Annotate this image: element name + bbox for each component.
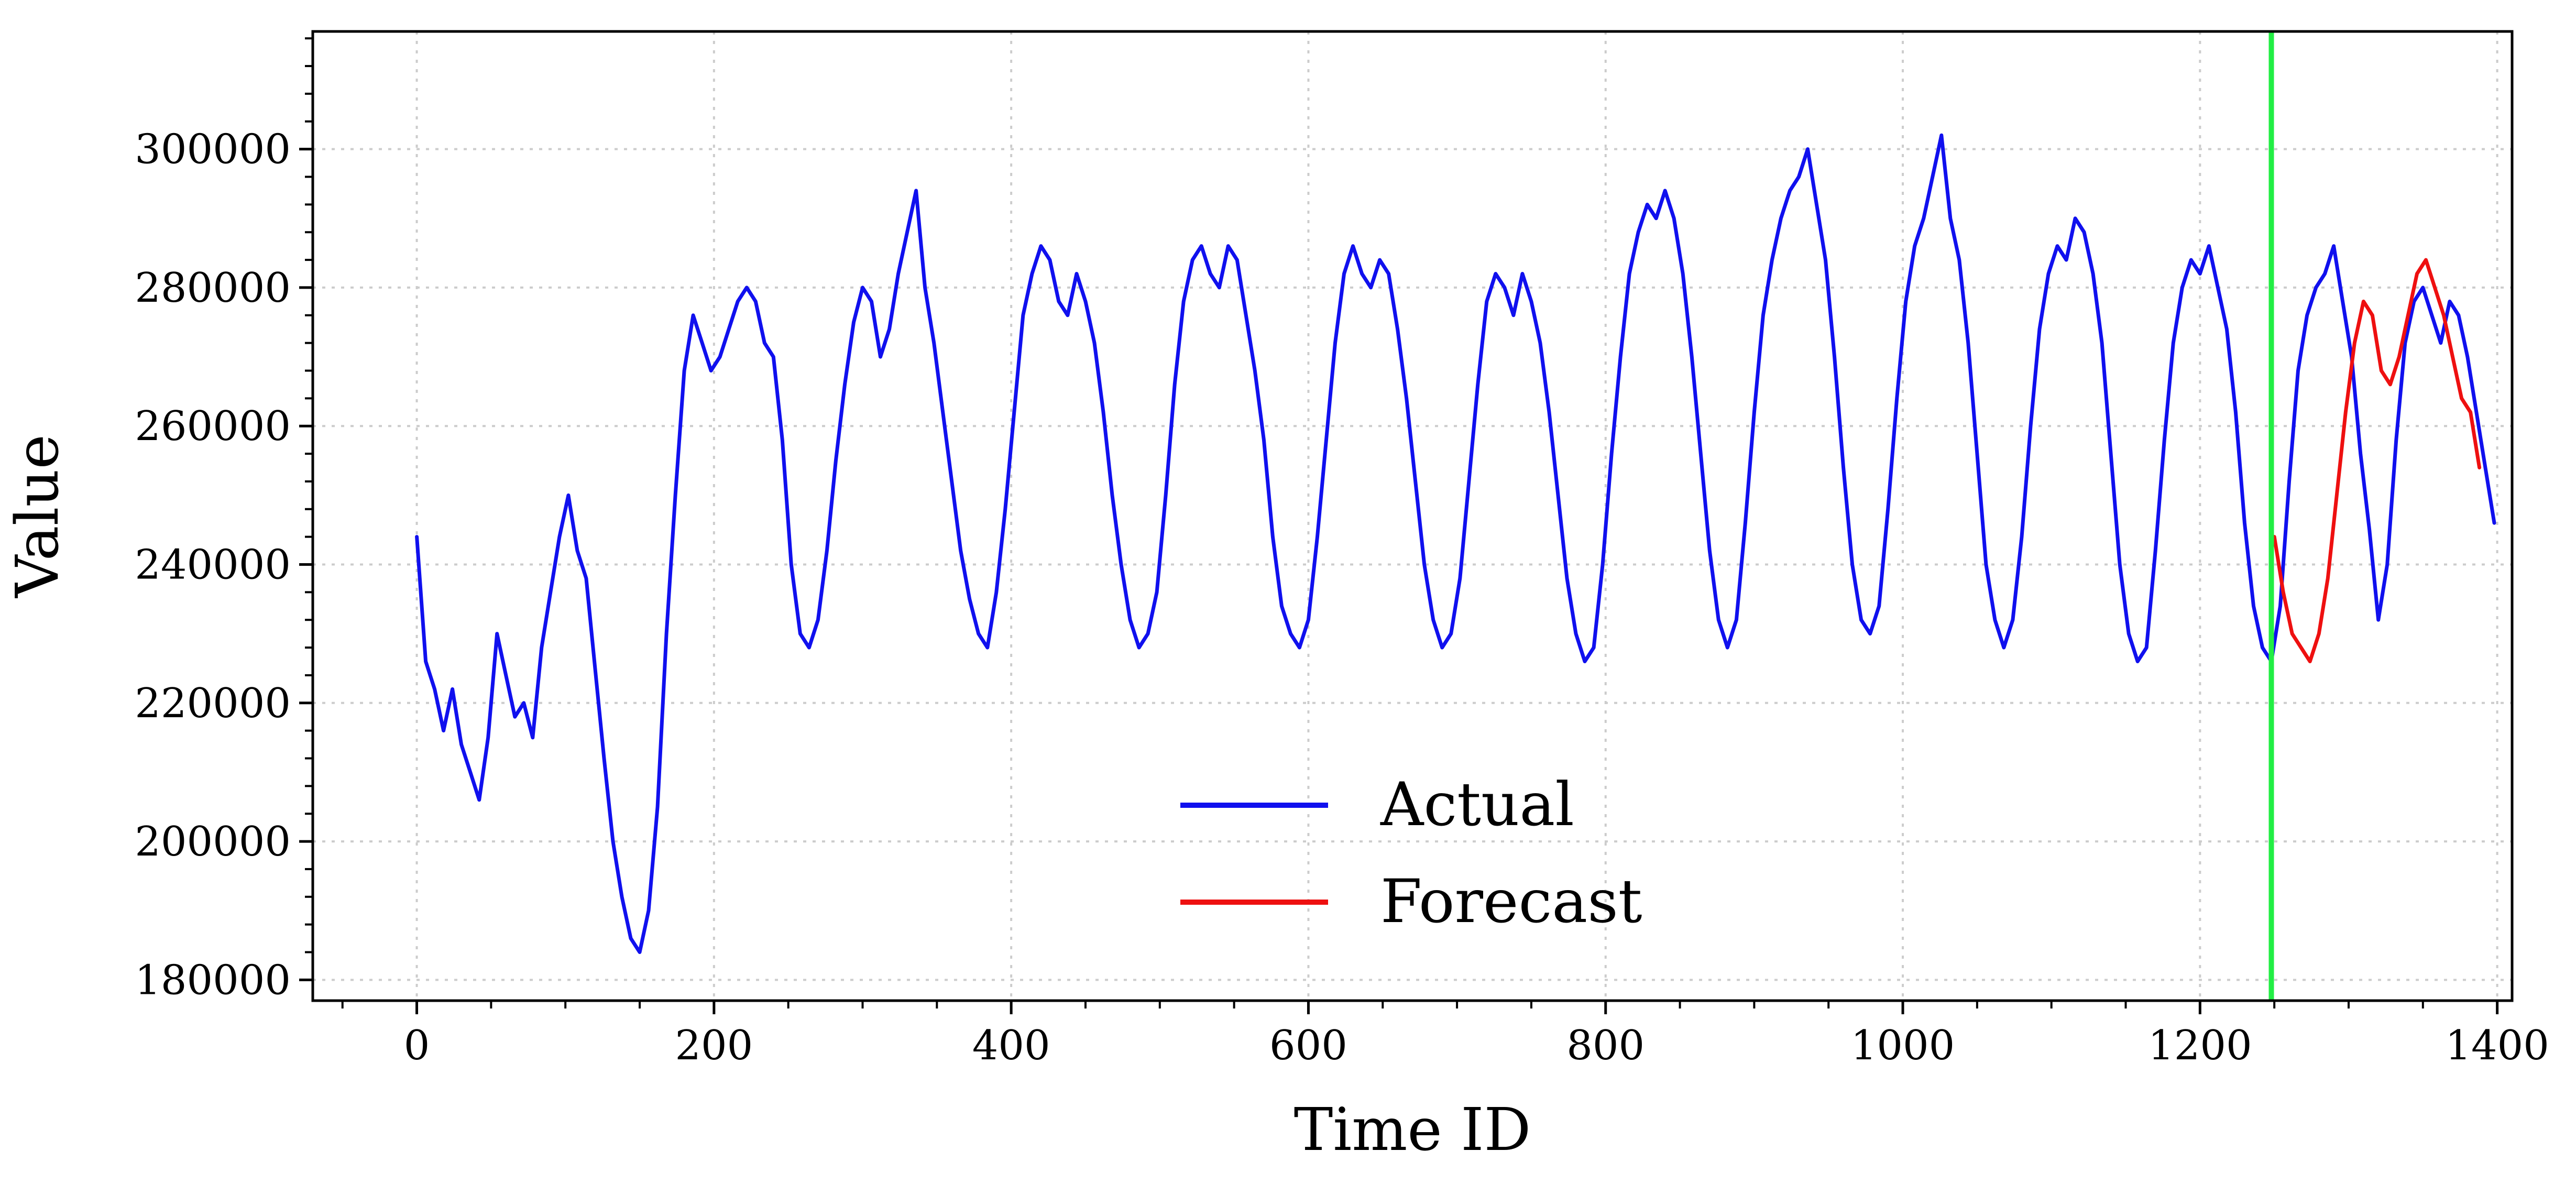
legend-label-actual: Actual bbox=[1380, 770, 1574, 839]
y-tick-label: 240000 bbox=[135, 542, 291, 589]
y-tick-label: 300000 bbox=[135, 126, 291, 173]
y-tick-label: 200000 bbox=[135, 818, 291, 865]
x-tick-label: 0 bbox=[404, 1022, 430, 1069]
plot-frame bbox=[311, 30, 2514, 1002]
y-tick-label: 260000 bbox=[135, 403, 291, 450]
x-tick-label: 1000 bbox=[1851, 1022, 1955, 1069]
major-ticks bbox=[299, 148, 2499, 1014]
y-tick-label: 280000 bbox=[135, 265, 291, 312]
x-tick-labels: 0 200 400 600 800 1000 1200 1400 bbox=[404, 1022, 2549, 1069]
x-tick-label: 400 bbox=[972, 1022, 1050, 1069]
series-line-actual bbox=[415, 133, 2496, 954]
series-layer bbox=[415, 133, 2496, 954]
y-axis-title: Value bbox=[4, 434, 72, 599]
x-axis-title: Time ID bbox=[1294, 1096, 1531, 1164]
x-tick-label: 1200 bbox=[2148, 1022, 2252, 1069]
grid-lines bbox=[313, 31, 2512, 1001]
x-tick-label: 800 bbox=[1566, 1022, 1645, 1069]
x-tick-label: 1400 bbox=[2445, 1022, 2549, 1069]
x-tick-label: 600 bbox=[1269, 1022, 1347, 1069]
y-tick-labels: 180000 200000 220000 240000 260000 280000 3000… bbox=[135, 126, 291, 1004]
legend-label-forecast: Forecast bbox=[1380, 867, 1642, 936]
series-line-forecast bbox=[2272, 258, 2482, 663]
y-tick-label: 220000 bbox=[135, 680, 291, 727]
x-tick-label: 200 bbox=[675, 1022, 753, 1069]
y-tick-label: 180000 bbox=[135, 957, 291, 1004]
legend: Actual Forecast bbox=[1180, 770, 1642, 936]
